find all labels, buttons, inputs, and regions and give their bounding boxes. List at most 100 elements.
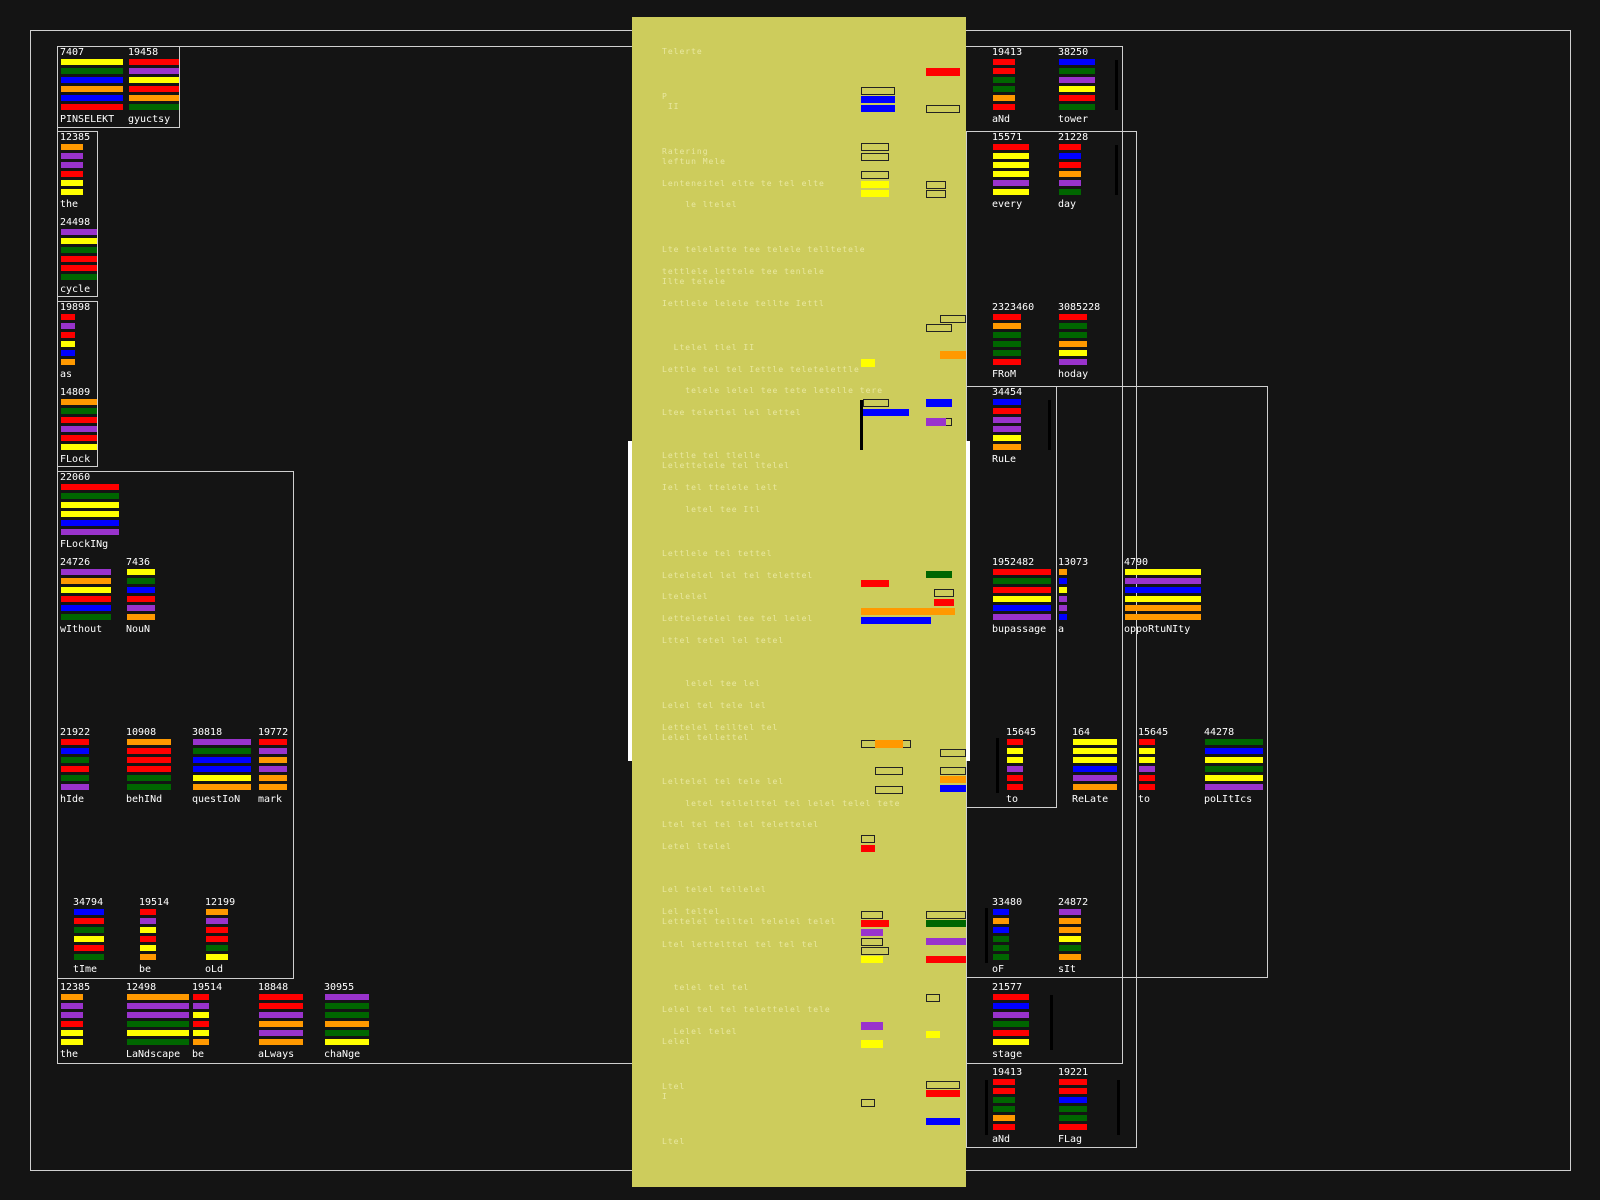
- tile-bar: [1205, 775, 1263, 781]
- tile-number: 24498: [60, 217, 91, 228]
- tile-bar: [1059, 68, 1095, 74]
- tile-bar: [61, 238, 97, 244]
- tile-bars: [61, 739, 89, 793]
- tile-bar: [1073, 766, 1117, 772]
- tile-bar: [140, 936, 156, 942]
- tile-bar: [993, 189, 1029, 195]
- tile-bar: [61, 1030, 83, 1036]
- tile-bar: [993, 1106, 1015, 1112]
- tile-bar: [993, 180, 1029, 186]
- tile-label: oF: [992, 964, 1005, 975]
- tile-label: aNd: [992, 1134, 1011, 1145]
- tile-bar: [993, 59, 1015, 65]
- tile-bars: [61, 229, 97, 283]
- tile-bars: [993, 314, 1021, 368]
- tile-bar: [1059, 189, 1081, 195]
- tile-bar: [1059, 1115, 1087, 1121]
- tile-number: 19898: [60, 302, 91, 313]
- tile-bar: [61, 520, 119, 526]
- tile-bar: [259, 775, 287, 781]
- tile-bar: [61, 59, 123, 65]
- tile-bar: [1059, 59, 1095, 65]
- tile-bar: [127, 748, 171, 754]
- tile-bar: [1125, 569, 1201, 575]
- tile-bar: [127, 739, 171, 745]
- tile-number: 4790: [1124, 557, 1149, 568]
- tile-bar: [1205, 757, 1263, 763]
- tile-number: 33480: [992, 897, 1023, 908]
- tile-bars: [61, 314, 75, 368]
- tile-label: the: [60, 1049, 79, 1060]
- tile-bar: [61, 144, 83, 150]
- tile-number: 1952482: [992, 557, 1035, 568]
- tile-bar: [74, 909, 104, 915]
- tile-bars: [61, 399, 97, 453]
- tile-bar: [127, 1012, 189, 1018]
- group-frame-mini-2: [57, 131, 98, 297]
- tile-bar: [1073, 775, 1117, 781]
- tile-number: 30955: [324, 982, 355, 993]
- tile-number: 7436: [126, 557, 151, 568]
- tile-bar: [1059, 180, 1081, 186]
- tile-bar: [1059, 954, 1081, 960]
- tile-number: 19772: [258, 727, 289, 738]
- tile-bar: [1073, 784, 1117, 790]
- tile-bar: [1125, 578, 1201, 584]
- tile-bar: [325, 994, 369, 1000]
- tile-bar: [1125, 587, 1201, 593]
- tile-bar: [127, 569, 155, 575]
- tile-number: 15645: [1006, 727, 1037, 738]
- tile-number: 12385: [60, 982, 91, 993]
- tile-label: aLways: [258, 1049, 295, 1060]
- tile-bar: [993, 444, 1021, 450]
- tile-bar: [259, 757, 287, 763]
- tile-label: to: [1138, 794, 1151, 805]
- tile-label: behINd: [126, 794, 163, 805]
- tile-bars: [993, 994, 1029, 1048]
- tile-label: wIthout: [60, 624, 103, 635]
- tile-bar: [127, 578, 155, 584]
- tile-bar: [193, 1030, 209, 1036]
- tile-bar: [61, 323, 75, 329]
- tile-bar: [61, 265, 97, 271]
- tile-number: 15571: [992, 132, 1023, 143]
- tile-bar: [61, 77, 123, 83]
- tile-bar: [1059, 77, 1095, 83]
- tile-bar: [127, 775, 171, 781]
- tile-bar: [127, 1030, 189, 1036]
- tile-label: every: [992, 199, 1023, 210]
- tile-label: hoday: [1058, 369, 1089, 380]
- tile-bar: [61, 994, 83, 1000]
- tile-bars: [1139, 739, 1155, 793]
- tile-bar: [993, 323, 1021, 329]
- tile-bar: [129, 77, 179, 83]
- tile-bar: [993, 1021, 1029, 1027]
- tile-bar: [61, 68, 123, 74]
- tile-bar: [1007, 775, 1023, 781]
- tile-bar: [1059, 153, 1081, 159]
- tile-bar: [993, 1012, 1029, 1018]
- tile-bar: [193, 757, 251, 763]
- tile-bar: [1059, 162, 1081, 168]
- tile-bar: [993, 614, 1051, 620]
- tile-bars: [61, 144, 83, 198]
- tile-bar: [61, 171, 83, 177]
- tile-bar: [993, 153, 1029, 159]
- tile-bar: [127, 614, 155, 620]
- tile-label: FRoM: [992, 369, 1017, 380]
- tile-bar: [61, 511, 119, 517]
- tile-label: tower: [1058, 114, 1089, 125]
- tile-label: to: [1006, 794, 1019, 805]
- tile-number: 15645: [1138, 727, 1169, 738]
- tile-bar: [1059, 1088, 1087, 1094]
- tile-bar: [61, 605, 111, 611]
- tile-bar: [61, 493, 119, 499]
- tile-bar: [259, 1003, 303, 1009]
- tile-bar: [1059, 578, 1067, 584]
- tile-bar: [1007, 784, 1023, 790]
- tile-bars: [193, 739, 251, 793]
- tile-bar: [1059, 1124, 1087, 1130]
- tile-bar: [61, 784, 89, 790]
- tile-number: 22060: [60, 472, 91, 483]
- tile-bar: [140, 909, 156, 915]
